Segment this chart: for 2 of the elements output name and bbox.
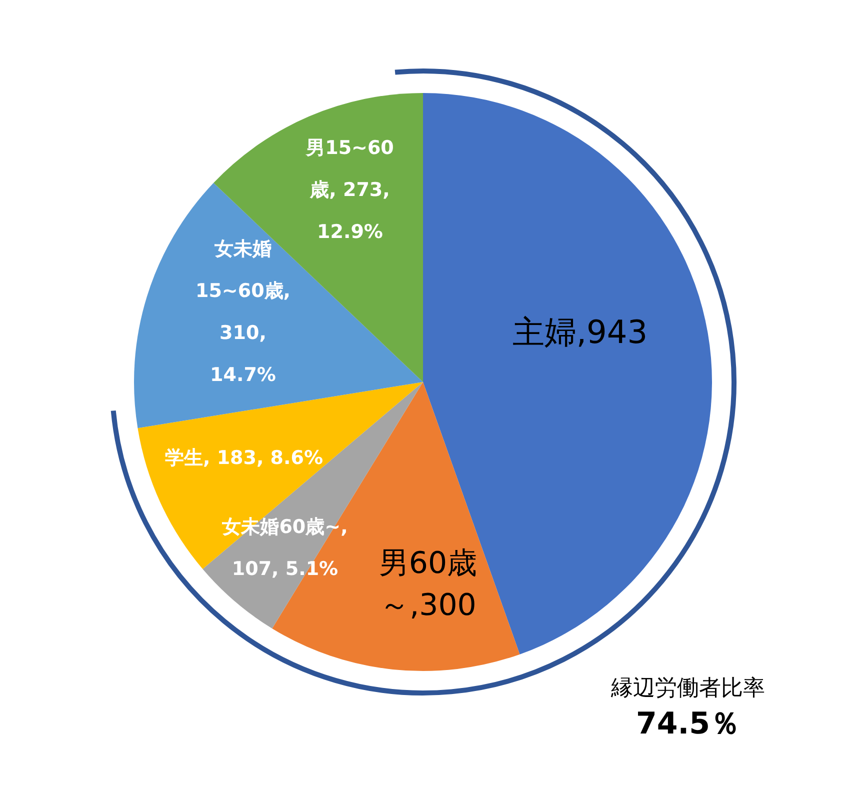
text: 74.5％ [636,706,740,744]
text: 縁辺労働者比率 [611,675,765,703]
